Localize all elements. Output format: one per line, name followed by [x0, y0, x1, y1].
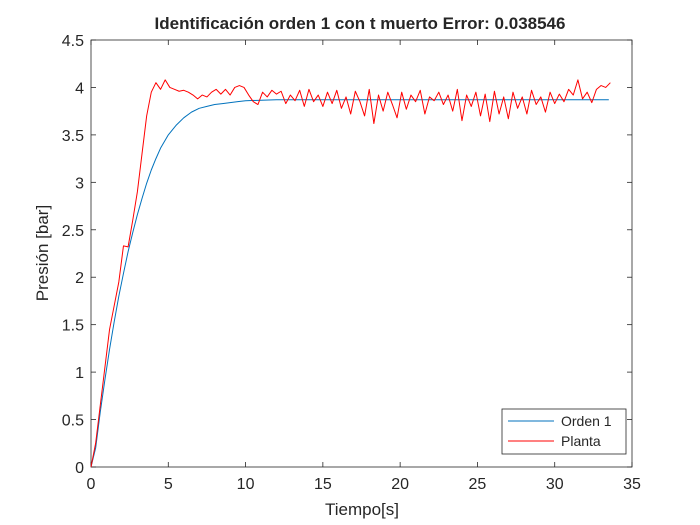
series-layer — [90, 79, 611, 468]
axes-box — [90, 39, 633, 468]
legend-label-orden-1: Orden 1 — [561, 413, 612, 429]
x-tick-label: 5 — [164, 476, 173, 493]
y-tick-label: 3 — [75, 175, 84, 192]
legend: Orden 1 Planta — [501, 408, 627, 455]
x-tick-label: 20 — [391, 476, 409, 493]
y-tick-label: 4 — [75, 80, 84, 97]
y-tick-label: 0.5 — [62, 413, 84, 430]
x-tick-label: 35 — [623, 476, 641, 493]
y-tick-label: 2.5 — [62, 223, 84, 240]
series-line-planta — [90, 79, 611, 468]
y-axis-label: Presión [bar] — [33, 205, 52, 301]
y-tick-label: 3.5 — [62, 128, 84, 145]
x-tick-label: 25 — [469, 476, 487, 493]
y-tick-label: 2 — [75, 270, 84, 287]
legend-label-planta: Planta — [561, 433, 601, 449]
y-tick-label: 1 — [75, 365, 84, 382]
y-tick-label: 4.5 — [62, 33, 84, 50]
x-axis-label: Tiempo[s] — [325, 500, 399, 519]
plot-area: 0 5 10 15 20 25 30 35 0 0.5 1 1.5 2 2.5 3 3.5 4 4.5 — [62, 33, 641, 493]
x-tick-label: 0 — [87, 476, 96, 493]
x-tick-label: 15 — [314, 476, 332, 493]
y-tick-label: 1.5 — [62, 318, 84, 335]
x-tick-label: 10 — [237, 476, 255, 493]
y-tick-label: 0 — [75, 460, 84, 477]
axis-ticks: 0 5 10 15 20 25 30 35 0 0.5 1 1.5 2 2.5 3 3.5 4 4.5 — [62, 33, 641, 493]
x-tick-label: 30 — [546, 476, 564, 493]
legend-box — [501, 408, 627, 455]
chart-title: Identificación orden 1 con t muerto Erro… — [155, 14, 566, 33]
series-line-orden-1 — [90, 99, 609, 468]
